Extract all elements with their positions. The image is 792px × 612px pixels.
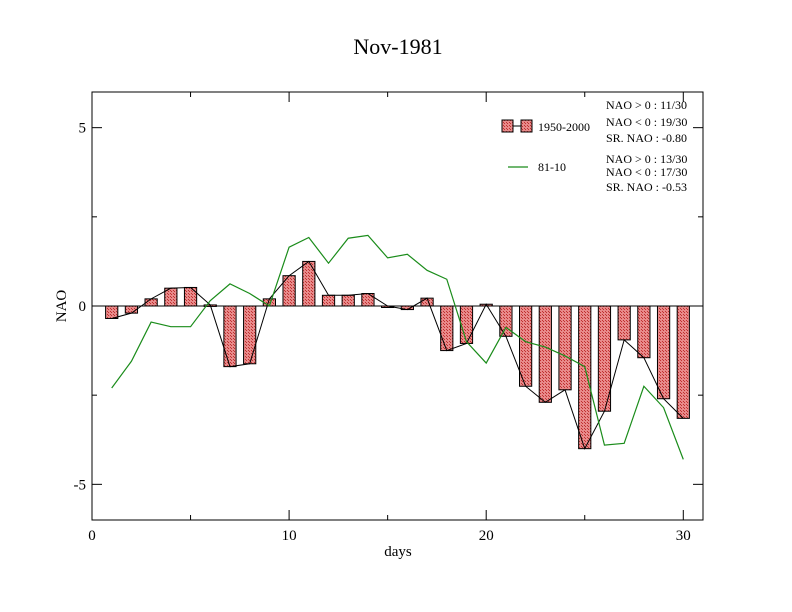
bar [676,305,690,419]
x-tick-label: 30 [676,528,691,544]
bar [578,305,592,450]
bar [459,305,474,344]
bar-series [105,260,690,450]
legend: 1950-2000 81-10 NAO > 0 : 11/30 NAO < 0 … [501,98,687,194]
x-axis-label: days [384,544,412,560]
y-axis-label: NAO [54,290,70,323]
chart-title: Nov-1981 [353,34,442,59]
x-tick-label: 20 [479,528,494,544]
series-line-81-10 [111,234,684,460]
bar [183,286,198,307]
bar-connector-polyline [111,260,684,450]
stats-nao-negative: NAO < 0 : 17/30 [606,165,687,179]
legend-label-81-10: 81-10 [538,160,566,174]
bar [656,305,671,400]
plot-area [91,91,704,521]
stats-block-81-10: NAO > 0 : 13/30 NAO < 0 : 17/30 SR. NAO … [606,152,687,194]
stats-nao-positive: NAO > 0 : 13/30 [606,152,687,166]
legend-entry-1950-2000: 1950-2000 [501,119,590,134]
bar [617,305,631,341]
stats-sr-nao: SR. NAO : -0.53 [606,180,687,194]
bar [105,305,119,319]
bar [637,305,651,359]
y-tick-label: -5 [74,477,87,493]
bar [341,294,355,307]
bar [243,305,257,365]
bar [321,294,336,307]
series-polyline-81-10 [111,234,684,460]
x-tick-label: 0 [88,528,96,544]
bar [223,305,237,368]
y-tick-label: 5 [79,121,87,137]
bar-connector-line [111,260,684,450]
y-tick-label: 0 [79,299,87,315]
bar [558,305,572,391]
bar [440,305,454,352]
stats-block-1950-2000: NAO > 0 : 11/30 NAO < 0 : 19/30 SR. NAO … [606,98,687,145]
bar [499,305,513,337]
legend-bar-swatch-right [520,119,533,133]
bar [361,293,375,307]
stats-nao-negative: NAO < 0 : 19/30 [606,115,687,129]
legend-bar-swatch-left [501,119,514,133]
stats-sr-nao: SR. NAO : -0.80 [606,131,687,145]
legend-label-1950-2000: 1950-2000 [538,120,590,134]
x-tick-label: 10 [282,528,297,544]
bar [538,305,552,403]
legend-entry-81-10: 81-10 [508,160,566,174]
stats-nao-positive: NAO > 0 : 11/30 [606,98,687,112]
